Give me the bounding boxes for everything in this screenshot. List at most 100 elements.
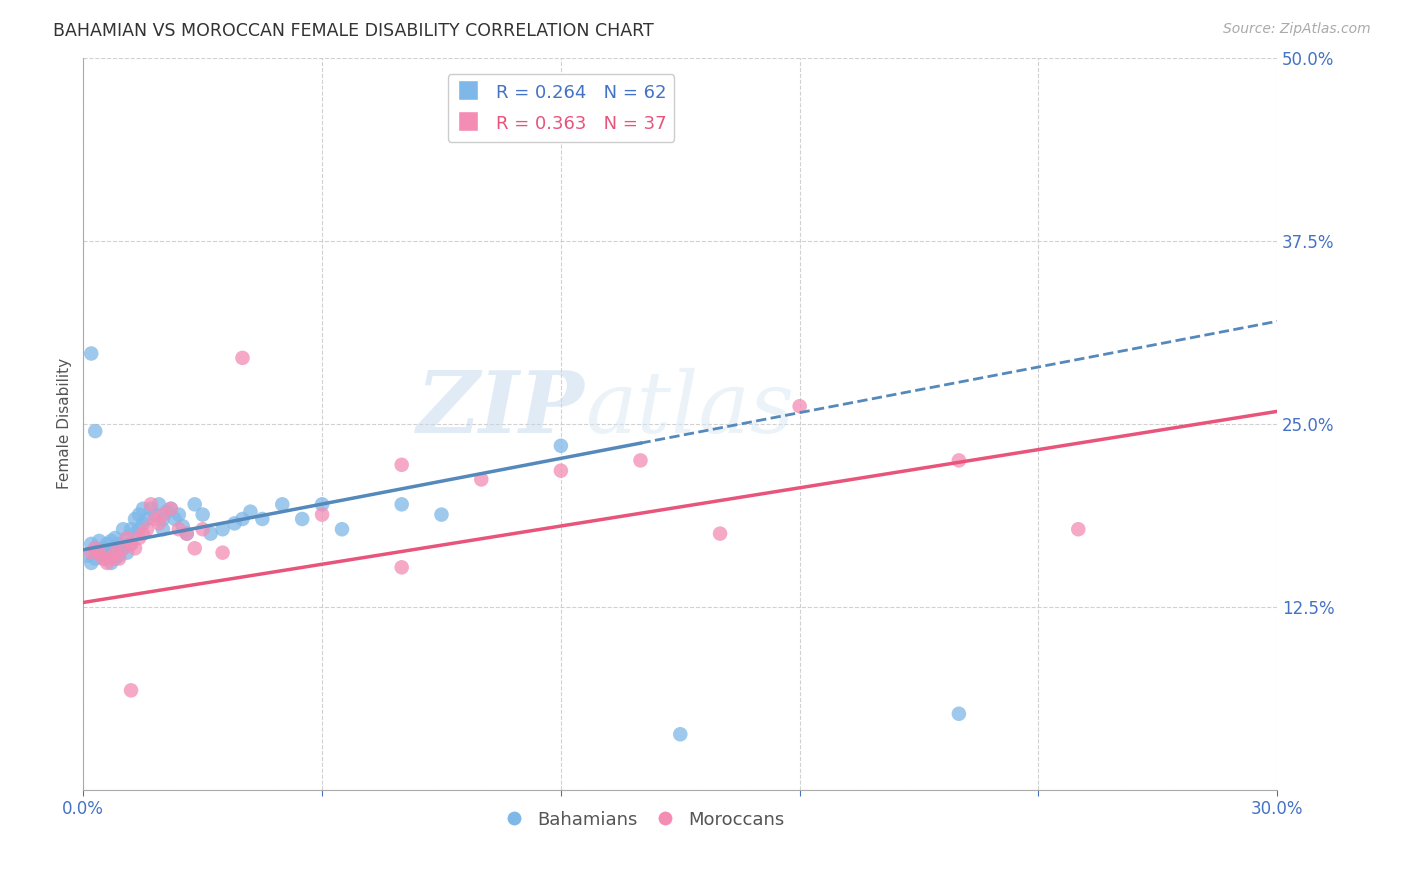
Point [100,551,122,566]
Point [84,541,107,556]
Point [148,497,170,511]
Point [391,458,413,472]
Point [152,508,174,522]
Point [252,512,274,526]
Point [96,549,118,563]
Point [211,546,233,560]
Point [239,505,262,519]
Point [91,541,114,556]
Point [89,546,111,560]
Point [89,533,111,548]
Point [550,439,572,453]
Point [550,464,572,478]
Point [91,551,114,566]
Point [104,531,127,545]
Text: ZIP: ZIP [418,368,585,450]
Point [176,526,198,541]
Point [112,541,135,556]
Point [291,512,314,526]
Text: Source: ZipAtlas.com: Source: ZipAtlas.com [1223,22,1371,37]
Text: atlas: atlas [585,368,794,450]
Point [128,508,150,522]
Point [630,453,652,467]
Point [104,546,127,560]
Point [108,549,131,563]
Point [120,683,142,698]
Point [311,497,333,511]
Point [112,541,135,556]
Point [430,508,453,522]
Point [470,472,492,486]
Point [132,526,155,541]
Point [160,501,183,516]
Point [128,531,150,545]
Point [152,512,174,526]
Point [709,526,731,541]
Point [124,512,146,526]
Point [96,537,118,551]
Point [80,546,103,560]
Point [80,346,103,360]
Point [108,537,131,551]
Point [120,522,142,536]
Point [80,556,103,570]
Point [120,537,142,551]
Point [76,549,98,563]
Text: BAHAMIAN VS MOROCCAN FEMALE DISABILITY CORRELATION CHART: BAHAMIAN VS MOROCCAN FEMALE DISABILITY C… [53,22,654,40]
Point [124,541,146,556]
Point [115,546,138,560]
Point [172,519,194,533]
Point [948,453,970,467]
Point [120,537,142,551]
Point [84,551,107,566]
Point [183,497,205,511]
Point [100,546,122,560]
Point [391,560,413,574]
Point [112,522,135,536]
Point [104,551,127,566]
Point [167,508,190,522]
Point [139,501,162,516]
Point [148,516,170,531]
Point [200,526,222,541]
Point [152,522,174,536]
Legend: Bahamians, Moroccans: Bahamians, Moroccans [498,804,792,836]
Point [176,526,198,541]
Point [84,424,107,438]
Point [1067,522,1090,536]
Point [115,531,138,545]
Point [84,541,107,556]
Point [143,508,166,522]
Point [100,533,122,548]
Point [183,541,205,556]
Point [139,497,162,511]
Point [789,399,811,413]
Point [391,497,413,511]
Point [80,537,103,551]
Point [115,531,138,545]
Point [271,497,294,511]
Point [191,508,214,522]
Point [211,522,233,536]
Point [231,512,253,526]
Point [311,508,333,522]
Point [89,546,111,560]
Point [132,516,155,531]
Point [96,556,118,570]
Point [191,522,214,536]
Point [160,501,183,516]
Point [100,556,122,570]
Point [669,727,692,741]
Point [124,526,146,541]
Point [330,522,353,536]
Point [167,522,190,536]
Point [132,501,155,516]
Point [91,551,114,566]
Point [163,512,186,526]
Point [156,505,179,519]
Point [231,351,253,365]
Y-axis label: Female Disability: Female Disability [58,359,72,490]
Point [108,551,131,566]
Point [948,706,970,721]
Point [136,522,159,536]
